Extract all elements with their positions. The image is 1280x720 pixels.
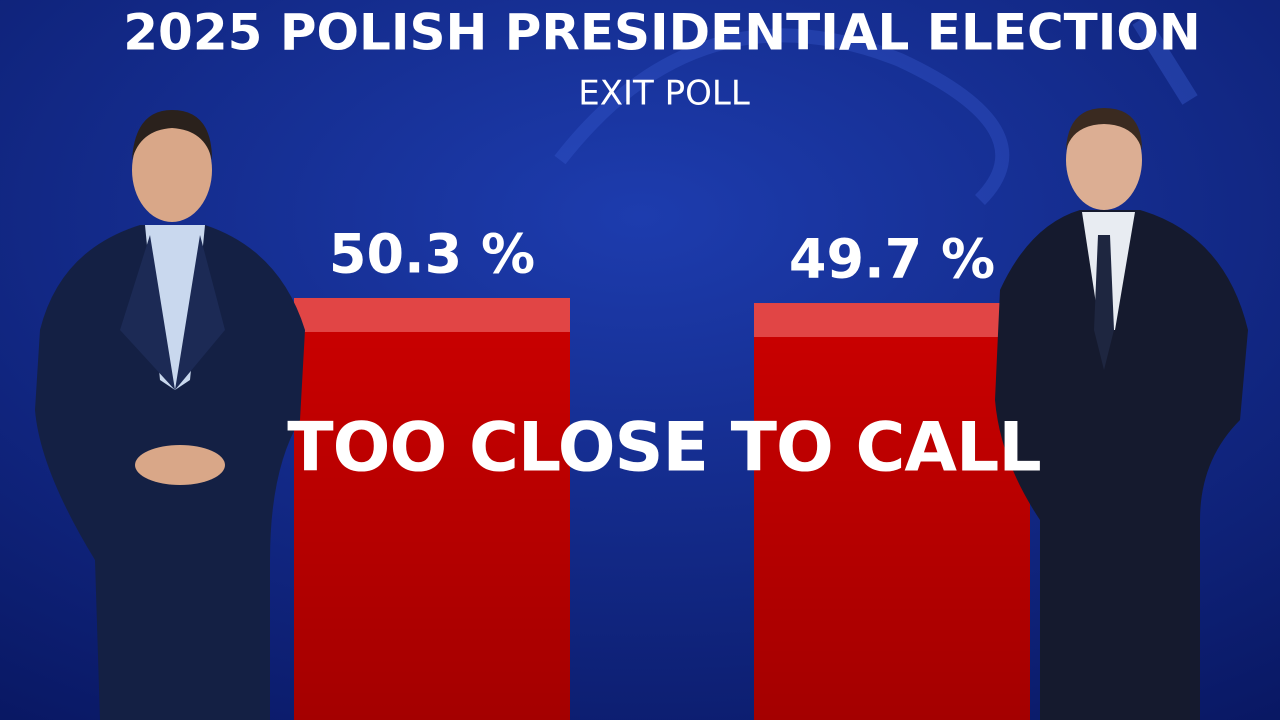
annotation: TOO CLOSE TO CALL [287,409,1040,488]
value-label: 50.3 % [329,223,535,286]
chart-title: 2025 POLISH PRESIDENTIAL ELECTION [123,4,1200,62]
background-swoosh [1132,15,1198,105]
value-label: 49.7 % [789,228,995,291]
bar-highlight [754,303,1030,338]
bars [294,297,1030,720]
bar-shade [294,331,570,720]
bar-highlight [294,297,570,332]
chart-subtitle: EXIT POLL [578,74,750,114]
candidate-left [35,110,305,720]
value-labels: 50.3 % 49.7 % [329,223,995,291]
background-swoosh [554,28,1010,205]
candidate-right [995,108,1248,720]
bar-shade [754,337,1030,720]
